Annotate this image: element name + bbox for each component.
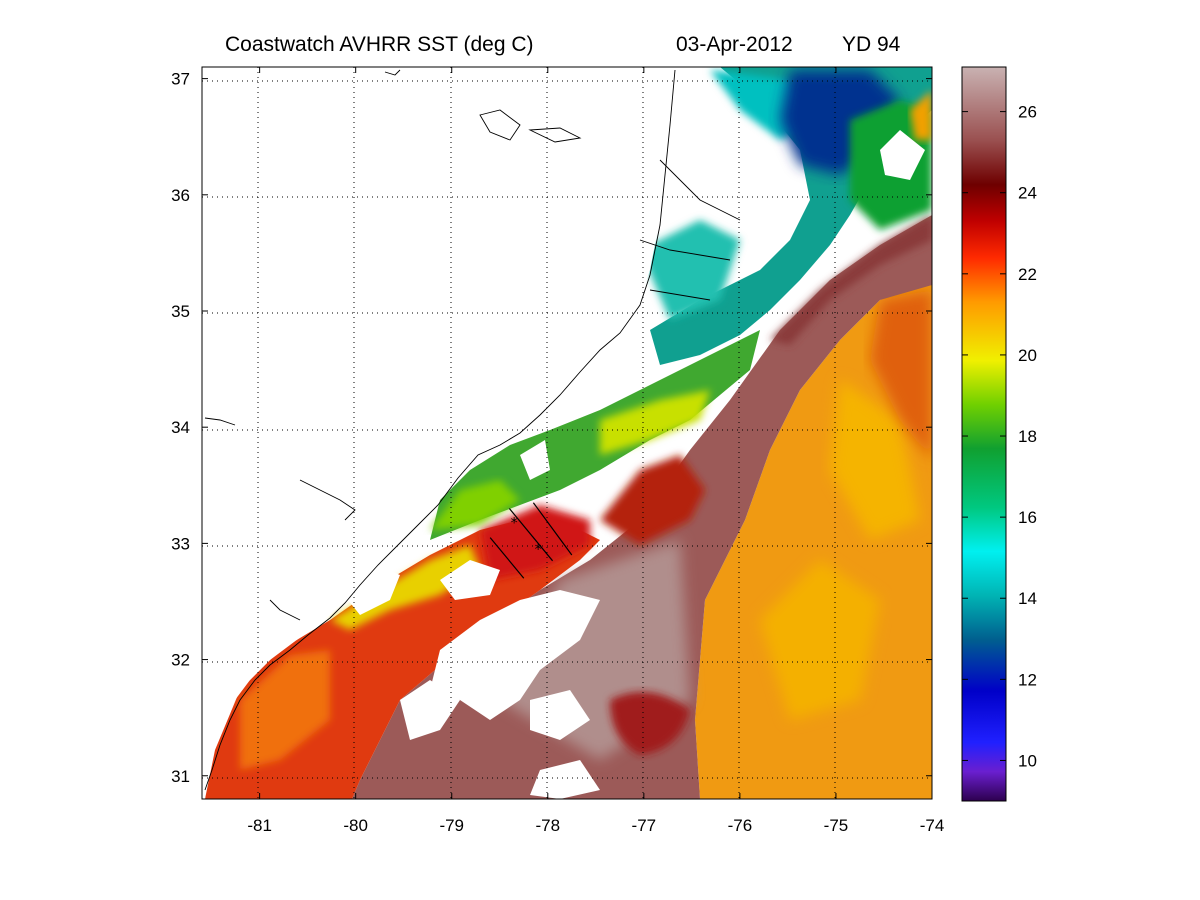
colorbar-tick-label: 26 [1018, 103, 1037, 122]
colorbar-tick-label: 16 [1018, 508, 1037, 527]
x-tick-label: -75 [824, 816, 849, 835]
x-tick-label: -79 [439, 816, 464, 835]
colorbar-tick-label: 12 [1018, 670, 1037, 689]
warm-eddy [600, 455, 705, 545]
x-tick-label: -76 [728, 816, 753, 835]
mid-shelf-water [430, 330, 760, 540]
x-tick-label: -80 [343, 816, 368, 835]
title-product: Coastwatch AVHRR SST (deg C) [225, 33, 534, 56]
colorbar [961, 66, 1007, 802]
colorbar-tick-label: 20 [1018, 346, 1037, 365]
transect-line [532, 502, 573, 556]
colorbar-tick-label: 24 [1018, 184, 1037, 203]
y-tick-label: 36 [171, 186, 190, 205]
y-tick-label: 32 [171, 651, 190, 670]
colorbar-axis: 10 12 14 16 18 20 22 24 26 [962, 103, 1037, 770]
x-tick-label: -74 [920, 816, 945, 835]
x-tick-label: -77 [632, 816, 657, 835]
x-tick-label: -81 [247, 816, 272, 835]
y-axis: 31 32 33 34 35 36 37 [171, 70, 932, 786]
y-tick-label: 31 [171, 767, 190, 786]
colorbar-tick-label: 22 [1018, 265, 1037, 284]
y-tick-label: 37 [171, 70, 190, 89]
station-marker: * [511, 515, 518, 531]
map-frame [201, 66, 933, 800]
land-mask [202, 67, 675, 799]
colorbar-tick-label: 14 [1018, 589, 1037, 608]
transect-line [489, 537, 525, 579]
map-grid [202, 67, 932, 799]
y-tick-label: 33 [171, 534, 190, 553]
colorbar-tick-label: 18 [1018, 427, 1037, 446]
x-axis: -81 -80 -79 -78 -77 -76 -75 -74 [247, 67, 944, 835]
station-marker: * [535, 542, 542, 558]
transect-line [508, 508, 554, 562]
y-tick-label: 35 [171, 302, 190, 321]
colorbar-tick-label: 10 [1018, 751, 1037, 770]
transect-lines [489, 502, 573, 579]
station-markers: ** [511, 515, 542, 558]
coastline [204, 69, 741, 791]
title-yearday: YD 94 [842, 33, 901, 56]
x-tick-label: -78 [536, 816, 561, 835]
y-tick-label: 34 [171, 418, 190, 437]
title-date: 03-Apr-2012 [676, 33, 793, 56]
